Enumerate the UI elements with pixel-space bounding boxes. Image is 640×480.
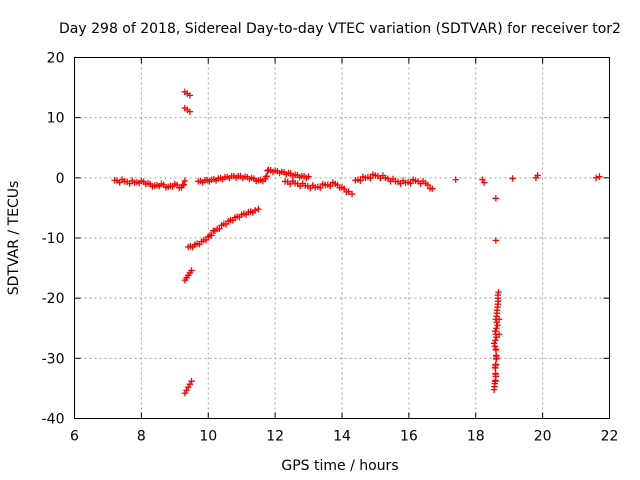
- y-tick-label: -20: [42, 291, 65, 307]
- series-cluster-minus-35: [181, 377, 195, 397]
- x-tick-label: 20: [534, 429, 552, 445]
- data-point: [534, 172, 541, 179]
- data-point: [495, 316, 503, 323]
- series-dropout-18-6: [490, 195, 503, 393]
- data-point: [345, 188, 352, 195]
- y-tick-label: 0: [56, 171, 65, 187]
- x-tick-label: 6: [70, 429, 79, 445]
- x-tick-label: 8: [137, 429, 146, 445]
- data-point: [492, 195, 500, 202]
- data-point: [208, 232, 215, 239]
- data-point: [424, 181, 432, 189]
- data-point: [492, 361, 500, 368]
- grid-lines: [74, 57, 610, 419]
- series-positive-outliers: [181, 88, 194, 115]
- x-tick-label: 22: [601, 429, 619, 445]
- data-point: [317, 184, 324, 192]
- y-tick-label: 10: [47, 111, 65, 127]
- series-main-band-afternoon: [352, 171, 436, 192]
- data-point: [216, 225, 223, 232]
- data-point: [186, 108, 194, 115]
- y-tick-label: 20: [47, 51, 65, 67]
- x-axis-label: GPS time / hours: [281, 458, 398, 474]
- data-point: [492, 337, 499, 344]
- x-tick-label: 18: [467, 429, 485, 445]
- data-point: [495, 331, 503, 338]
- data-point: [493, 325, 500, 332]
- x-tick-label: 16: [400, 429, 418, 445]
- x-tick-label: 10: [199, 429, 217, 445]
- data-point: [596, 173, 603, 180]
- x-tick-label: 12: [266, 429, 284, 445]
- data-point: [490, 340, 498, 347]
- data-point: [202, 236, 210, 244]
- data-point: [494, 322, 501, 329]
- series-isolated-near-zero: [452, 172, 603, 186]
- data-point: [367, 175, 374, 182]
- data-point: [429, 185, 436, 192]
- data-points: [111, 88, 603, 397]
- data-point: [480, 179, 488, 186]
- data-point: [188, 377, 195, 385]
- data-point: [495, 288, 502, 296]
- data-point: [305, 173, 312, 180]
- data-point: [492, 346, 500, 353]
- data-point: [491, 328, 499, 335]
- data-point: [492, 352, 500, 359]
- data-point: [492, 370, 499, 377]
- data-point: [327, 182, 334, 190]
- chart-title: Day 298 of 2018, Sidereal Day-to-day VTE…: [59, 21, 621, 37]
- y-tick-label: -30: [42, 351, 65, 367]
- data-point: [180, 181, 187, 188]
- data-point: [407, 180, 414, 187]
- data-point: [509, 175, 516, 182]
- series-main-band-morning: [111, 176, 189, 192]
- data-point: [491, 343, 499, 350]
- data-point: [592, 174, 600, 182]
- data-point: [494, 291, 502, 299]
- axis-ticks: 6 8 10 12 14 16 18 20 22 20 10 0 -10 -20 -30 -40: [42, 51, 619, 445]
- data-point: [181, 177, 189, 185]
- series-main-band-midday: [195, 166, 356, 198]
- data-point: [188, 267, 195, 274]
- y-axis-label: SDTVAR / TECUs: [6, 181, 22, 296]
- data-point: [452, 176, 459, 183]
- series-cluster-minus-16: [181, 267, 195, 284]
- x-tick-label: 14: [333, 429, 351, 445]
- y-tick-label: -40: [42, 412, 65, 428]
- series-recovery-curve: [184, 205, 262, 251]
- data-point: [263, 172, 270, 180]
- data-point: [492, 237, 500, 244]
- data-point: [348, 190, 356, 198]
- y-tick-label: -10: [42, 231, 65, 247]
- data-point: [255, 205, 262, 213]
- data-point: [357, 177, 364, 184]
- data-point: [262, 173, 270, 180]
- data-point: [186, 92, 194, 99]
- data-point: [251, 207, 259, 214]
